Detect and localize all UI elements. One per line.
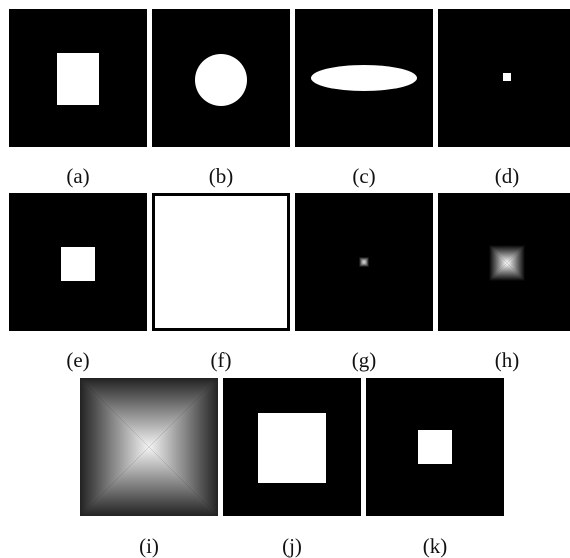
image-panel-k (366, 378, 504, 516)
image-panel-f (152, 193, 290, 331)
tiny-gradient-pyramid (359, 257, 369, 267)
image-panel-c (295, 9, 433, 147)
pyramid-gradient-i (80, 378, 218, 516)
caption-c: (c) (352, 164, 376, 188)
caption-h: (h) (494, 348, 520, 372)
white-rectangle (57, 53, 99, 105)
white-ellipse (311, 65, 417, 91)
caption-d: (d) (494, 164, 520, 188)
image-panel-h (438, 193, 570, 331)
caption-e: (e) (66, 348, 90, 372)
image-panel-a (9, 9, 147, 147)
large-white-square (258, 413, 326, 483)
caption-k: (k) (422, 534, 448, 558)
image-panel-e (9, 193, 147, 331)
image-panel-j (223, 378, 361, 516)
image-panel-d (438, 9, 570, 147)
caption-b: (b) (208, 164, 234, 188)
caption-a: (a) (66, 164, 90, 188)
large-gradient-pyramid (80, 378, 218, 516)
image-panel-i (80, 378, 218, 516)
caption-i: (i) (139, 534, 159, 558)
caption-j: (j) (282, 534, 302, 558)
pyramid-gradient-h (489, 245, 525, 281)
white-square (61, 247, 95, 281)
pyramid-gradient-g (359, 257, 369, 267)
white-square (418, 430, 452, 464)
white-circle (195, 54, 247, 106)
image-panel-b (152, 9, 290, 147)
small-white-square (503, 73, 511, 81)
caption-g: (g) (351, 348, 377, 372)
caption-f: (f) (210, 348, 232, 372)
gradient-pyramid (489, 245, 525, 281)
image-panel-g (295, 193, 433, 331)
